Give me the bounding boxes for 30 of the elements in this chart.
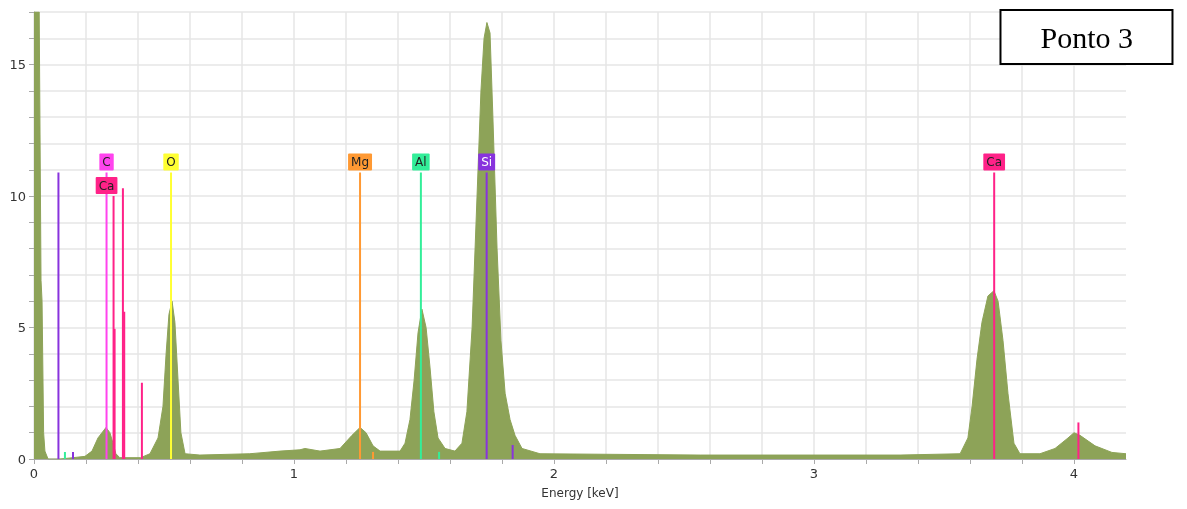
data-label: Ca	[98, 179, 115, 194]
chart-title: Ponto 3	[1040, 20, 1134, 54]
bar	[72, 451, 74, 459]
x-tick-label: 2	[549, 466, 559, 481]
data-label: Al	[415, 155, 427, 170]
y-tick-label: 15	[9, 57, 26, 73]
data-label: Mg	[351, 155, 370, 170]
bar	[359, 172, 362, 459]
bar	[993, 172, 996, 459]
bar	[419, 172, 422, 459]
bar	[63, 451, 66, 459]
bar	[1077, 422, 1080, 459]
x-tick-label: 0	[29, 466, 39, 481]
data-label: O	[166, 155, 176, 170]
x-tick-label: 1	[289, 466, 299, 481]
y-tick-label: 10	[9, 188, 26, 204]
bar	[438, 451, 441, 459]
x-tick-label: 4	[1069, 466, 1079, 481]
bar	[372, 451, 375, 459]
data-label: Ca	[986, 155, 1003, 170]
bar	[140, 382, 143, 459]
x-axis-title: Energy [keV]	[541, 486, 619, 500]
data-label: C	[102, 155, 111, 170]
data-label: Si	[481, 155, 493, 170]
bar	[57, 172, 60, 459]
y-tick-label: 5	[17, 320, 26, 336]
bar	[485, 172, 488, 459]
y-tick-label: 0	[17, 451, 26, 467]
x-tick-label: 3	[809, 466, 819, 481]
bar	[170, 172, 173, 459]
